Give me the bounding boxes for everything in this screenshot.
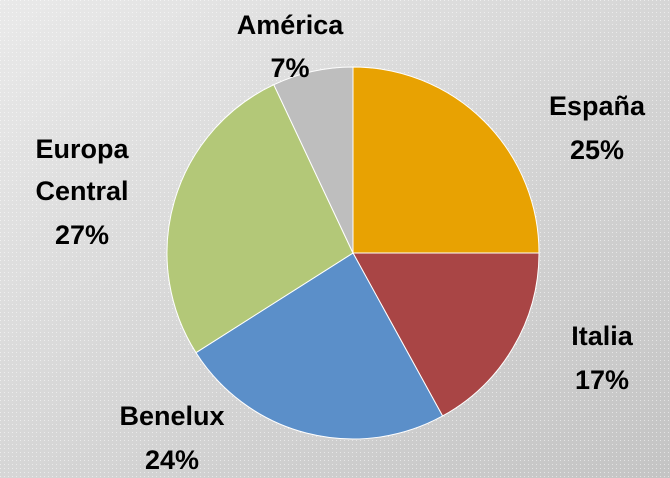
slice-label: España: [549, 91, 646, 121]
pie-slice: [352, 252, 540, 417]
slice-label: Europa Central: [35, 134, 129, 206]
slice-label: América: [237, 10, 345, 40]
pie-slice: [352, 66, 540, 254]
slice-label: Italia: [571, 321, 634, 351]
value-label: 24%: [145, 445, 199, 475]
pie-slice: [195, 252, 444, 440]
pie-slice: [166, 84, 354, 354]
pie-slice: [273, 66, 354, 254]
value-label: 17%: [575, 365, 629, 395]
value-label: 7%: [270, 53, 309, 83]
value-label: 27%: [55, 220, 109, 250]
slice-label: Benelux: [119, 401, 224, 431]
value-label: 25%: [570, 135, 624, 165]
